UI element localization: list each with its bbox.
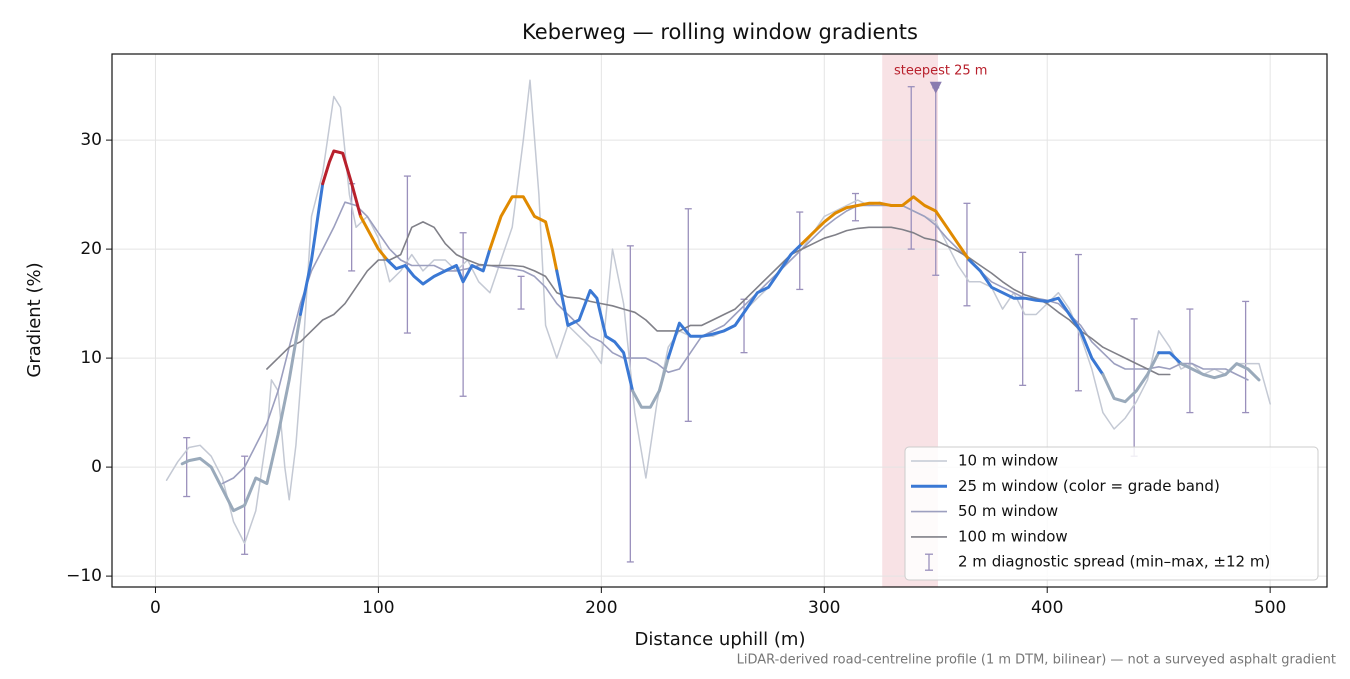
- error-bar: [517, 275, 525, 310]
- band-line: [967, 258, 1105, 376]
- x-tick-label: 300: [808, 598, 840, 618]
- annotation-text: steepest 25 m: [894, 63, 987, 78]
- legend-label: 25 m window (color = grade band): [958, 477, 1220, 495]
- band-line: [488, 195, 559, 273]
- x-tick-label: 0: [150, 598, 161, 618]
- band-line: [1179, 362, 1261, 382]
- y-tick-label: 30: [80, 130, 102, 150]
- legend-swatch: [925, 553, 933, 571]
- legend-label: 50 m window: [958, 502, 1058, 520]
- band-line: [666, 242, 804, 360]
- x-tick-label: 200: [585, 598, 617, 618]
- chart-title: Keberweg — rolling window gradients: [522, 20, 918, 44]
- error-bar: [403, 175, 411, 334]
- legend-box: [904, 446, 1319, 581]
- band-line: [1157, 351, 1183, 366]
- error-bar: [1242, 300, 1250, 414]
- band-line: [385, 247, 492, 286]
- band-line: [359, 214, 389, 262]
- band-line: [631, 356, 670, 409]
- band-line: [800, 195, 971, 262]
- legend-label: 100 m window: [958, 527, 1068, 545]
- error-bar: [626, 245, 634, 563]
- error-bar: [684, 208, 692, 422]
- footnote: LiDAR-derived road-centreline profile (1…: [737, 653, 1336, 668]
- y-tick-label: 10: [80, 348, 102, 368]
- line: [221, 201, 1249, 485]
- error-bar: [183, 437, 191, 498]
- x-tick-label: 100: [362, 598, 394, 618]
- plot-frame: [111, 53, 1328, 588]
- y-tick-label: 20: [80, 239, 102, 259]
- line: [266, 221, 1171, 376]
- steepest-marker: [929, 81, 942, 94]
- y-axis-label: Gradient (%): [24, 262, 45, 377]
- error-bar: [1186, 308, 1194, 414]
- error-bar: [907, 86, 915, 250]
- x-tick-label: 400: [1031, 598, 1063, 618]
- error-bar: [459, 232, 467, 397]
- band-line: [1101, 351, 1161, 404]
- band-line: [321, 149, 363, 218]
- y-tick-label: −10: [66, 566, 102, 586]
- x-tick-label: 500: [1254, 598, 1286, 618]
- x-axis-label: Distance uphill (m): [635, 629, 806, 650]
- band-line: [180, 313, 302, 513]
- legend-label: 10 m window: [958, 452, 1058, 470]
- error-bar: [1019, 251, 1027, 387]
- band-line: [555, 269, 635, 393]
- y-tick-label: 0: [91, 457, 102, 477]
- legend-label: 2 m diagnostic spread (min–max, ±12 m): [958, 553, 1270, 571]
- band-line: [298, 182, 325, 316]
